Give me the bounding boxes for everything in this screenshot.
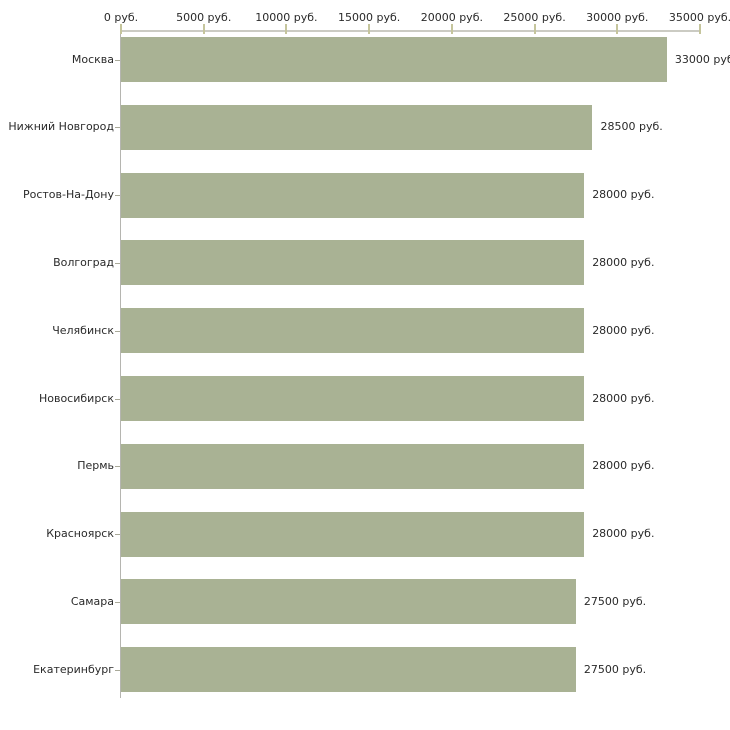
y-axis-tick-mark (115, 534, 120, 535)
x-axis-tick-mark (368, 24, 371, 34)
bar-8 (121, 511, 585, 557)
y-axis-tick-mark (115, 399, 120, 400)
x-axis-tick-mark (699, 24, 701, 34)
y-axis-tick-mark (115, 195, 120, 196)
y-axis-category-label: Нижний Новгород (8, 120, 114, 134)
y-axis-tick-mark (115, 127, 120, 128)
bar-1 (121, 37, 667, 82)
y-axis-category-label: Новосибирск (38, 391, 114, 405)
bar-2 (121, 104, 593, 150)
bar-value-label: 28500 руб. (600, 120, 663, 134)
bar-value-label: 28000 руб. (592, 459, 655, 473)
bar-value-label: 28000 руб. (592, 255, 655, 269)
y-axis-category-label: Москва (71, 52, 114, 66)
x-axis-tick-label: 30000 руб. (586, 11, 649, 24)
y-axis-line (120, 30, 121, 698)
bar-value-label: 28000 руб. (592, 391, 655, 405)
bar-value-label: 27500 руб. (583, 594, 647, 608)
x-axis-tick-label: 10000 руб. (255, 11, 318, 24)
x-axis-tick-label: 25000 руб. (503, 11, 566, 24)
y-axis-tick-mark (115, 670, 120, 671)
y-axis-category-label: Екатеринбург (33, 662, 114, 676)
bar-value-label: 28000 руб. (592, 527, 655, 541)
x-axis-tick-label: 20000 руб. (420, 11, 483, 24)
y-axis-category-label: Челябинск (52, 323, 114, 337)
x-axis-tick-mark (120, 24, 122, 34)
bar-6 (121, 376, 585, 421)
bar-4 (121, 240, 585, 286)
x-axis-tick-mark (616, 24, 619, 34)
x-axis-tick-label: 15000 руб. (338, 11, 401, 24)
x-axis-tick-mark (450, 24, 453, 34)
bar-value-label: 27500 руб. (583, 662, 647, 676)
bar-7 (121, 443, 585, 489)
y-axis-category-label: Ростов-На-Дону (22, 188, 114, 202)
bar-9 (121, 579, 576, 625)
x-axis-tick-label: 0 руб. (103, 11, 139, 24)
y-axis-tick-mark (115, 466, 120, 467)
x-axis-tick-mark (533, 24, 536, 34)
y-axis-category-label: Самара (70, 594, 114, 608)
x-axis-tick-label: 35000 руб. (668, 11, 730, 24)
bar-5 (121, 308, 585, 354)
bar-value-label: 28000 руб. (592, 188, 655, 202)
y-axis-category-label: Волгоград (53, 255, 114, 269)
x-axis-tick-label: 5000 руб. (176, 11, 232, 24)
y-axis-tick-mark (115, 331, 120, 332)
y-axis-tick-mark (115, 60, 120, 61)
y-axis-tick-mark (115, 602, 120, 603)
y-axis-category-label: Красноярск (46, 527, 114, 541)
bar-value-label: 33000 руб (674, 52, 730, 66)
bar-value-label: 28000 руб. (592, 323, 655, 337)
bar-10 (121, 647, 576, 693)
x-axis-line (120, 30, 701, 32)
y-axis-tick-mark (115, 263, 120, 264)
bar-3 (121, 172, 585, 218)
x-axis-tick-mark (285, 24, 288, 34)
y-axis-category-label: Пермь (77, 459, 114, 473)
x-axis-tick-mark (202, 24, 205, 34)
